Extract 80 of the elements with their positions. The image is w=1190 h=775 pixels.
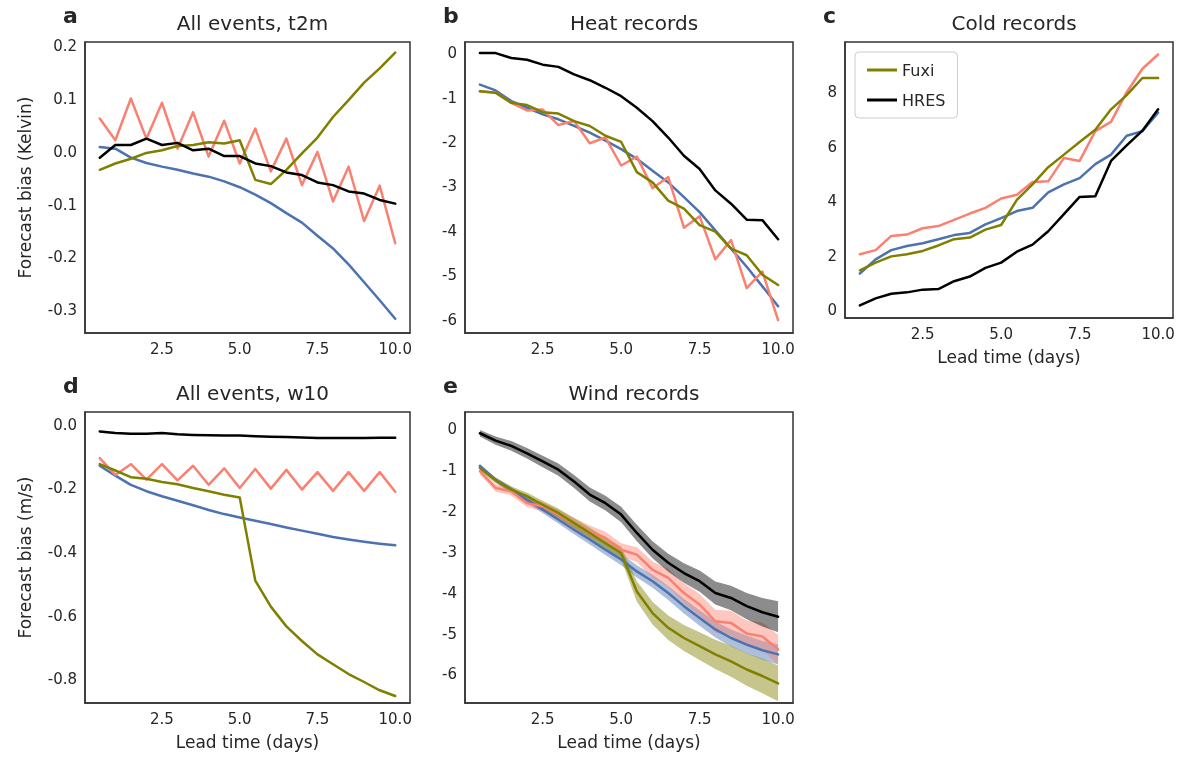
y-tick-label: -1 bbox=[442, 461, 457, 480]
x-axis-title: Lead time (days) bbox=[937, 346, 1081, 367]
x-tick-label: 7.5 bbox=[305, 709, 330, 728]
y-axis-title: Forecast bias (Kelvin) bbox=[14, 96, 35, 279]
y-tick-label: 0.1 bbox=[53, 90, 77, 109]
y-tick-label: 4 bbox=[827, 192, 837, 211]
text: b bbox=[443, 2, 459, 28]
chart-title: Heat records bbox=[569, 11, 699, 35]
x-tick-label: 10.0 bbox=[1141, 324, 1175, 343]
y-axis-title: Forecast bias (m/s) bbox=[14, 476, 35, 639]
y-tick-label: -6 bbox=[442, 310, 457, 329]
x-tick-label: 5.0 bbox=[609, 339, 634, 358]
x-tick-label: 7.5 bbox=[1067, 324, 1092, 343]
y-tick-label: -5 bbox=[442, 266, 457, 285]
line-series bbox=[858, 76, 1160, 272]
y-tick-label: 6 bbox=[827, 137, 837, 156]
y-tick-label: 0.0 bbox=[53, 142, 77, 161]
x-tick-label: 7.5 bbox=[687, 709, 712, 728]
legend-label: HRES bbox=[902, 90, 946, 110]
text: c bbox=[823, 2, 837, 28]
legend-label: Fuxi bbox=[902, 60, 935, 80]
y-tick-label: -3 bbox=[442, 542, 457, 561]
x-tick-label: 2.5 bbox=[150, 709, 174, 728]
chart-title: All events, t2m bbox=[176, 11, 329, 35]
y-tick-label: 0.2 bbox=[53, 37, 77, 56]
y-tick-label: -4 bbox=[442, 583, 457, 602]
y-tick-label: -0.4 bbox=[47, 542, 77, 561]
x-tick-label: 5.0 bbox=[227, 339, 252, 358]
y-tick-label: 0 bbox=[447, 44, 457, 63]
line-series bbox=[98, 51, 397, 186]
chart-title: Cold records bbox=[951, 11, 1077, 35]
y-tick-label: -3 bbox=[442, 177, 457, 196]
text: a bbox=[63, 2, 78, 28]
y-tick-label: 0 bbox=[447, 420, 457, 439]
y-tick-label: -0.6 bbox=[47, 606, 77, 625]
y-tick-label: -2 bbox=[442, 501, 457, 520]
x-axis-title: Lead time (days) bbox=[557, 731, 701, 752]
line-series bbox=[478, 51, 780, 241]
text: d bbox=[63, 372, 79, 398]
y-tick-label: 0.0 bbox=[53, 415, 77, 434]
x-tick-label: 2.5 bbox=[150, 339, 174, 358]
line-series bbox=[98, 430, 397, 440]
x-tick-label: 10.0 bbox=[761, 709, 795, 728]
y-tick-label: -4 bbox=[442, 221, 457, 240]
x-tick-label: 7.5 bbox=[305, 339, 330, 358]
y-tick-label: -1 bbox=[442, 88, 457, 107]
x-tick-label: 5.0 bbox=[609, 709, 634, 728]
y-tick-label: -0.3 bbox=[47, 301, 77, 320]
x-tick-label: 7.5 bbox=[687, 339, 712, 358]
x-axis-title: Lead time (days) bbox=[175, 731, 320, 752]
y-tick-label: -5 bbox=[442, 624, 457, 643]
x-tick-label: 2.5 bbox=[530, 339, 555, 358]
line-series bbox=[98, 145, 397, 320]
line-series bbox=[858, 111, 1160, 275]
x-tick-label: 5.0 bbox=[989, 324, 1014, 343]
y-tick-label: -0.2 bbox=[47, 248, 77, 267]
y-tick-label: -0.2 bbox=[47, 479, 77, 498]
x-tick-label: 2.5 bbox=[530, 709, 555, 728]
y-tick-label: -0.8 bbox=[47, 670, 77, 689]
line-series bbox=[98, 137, 397, 205]
y-tick-label: 8 bbox=[827, 83, 837, 102]
x-tick-label: 10.0 bbox=[378, 339, 412, 358]
x-tick-label: 5.0 bbox=[227, 709, 252, 728]
y-tick-label: -0.1 bbox=[47, 195, 77, 214]
y-tick-label: 0 bbox=[827, 301, 837, 320]
line-series bbox=[98, 462, 397, 698]
x-tick-label: 10.0 bbox=[378, 709, 412, 728]
y-tick-label: 2 bbox=[827, 246, 837, 265]
y-tick-label: -6 bbox=[442, 665, 457, 684]
line-series bbox=[98, 97, 397, 245]
line-series bbox=[98, 456, 397, 494]
x-tick-label: 10.0 bbox=[761, 339, 795, 358]
line-series bbox=[858, 53, 1160, 256]
chart-title: All events, w10 bbox=[175, 381, 330, 405]
y-tick-label: -2 bbox=[442, 132, 457, 151]
line-series bbox=[858, 108, 1160, 307]
text: e bbox=[443, 372, 458, 398]
chart-title: Wind records bbox=[568, 381, 700, 405]
x-tick-label: 2.5 bbox=[910, 324, 935, 343]
line-series bbox=[98, 464, 397, 547]
